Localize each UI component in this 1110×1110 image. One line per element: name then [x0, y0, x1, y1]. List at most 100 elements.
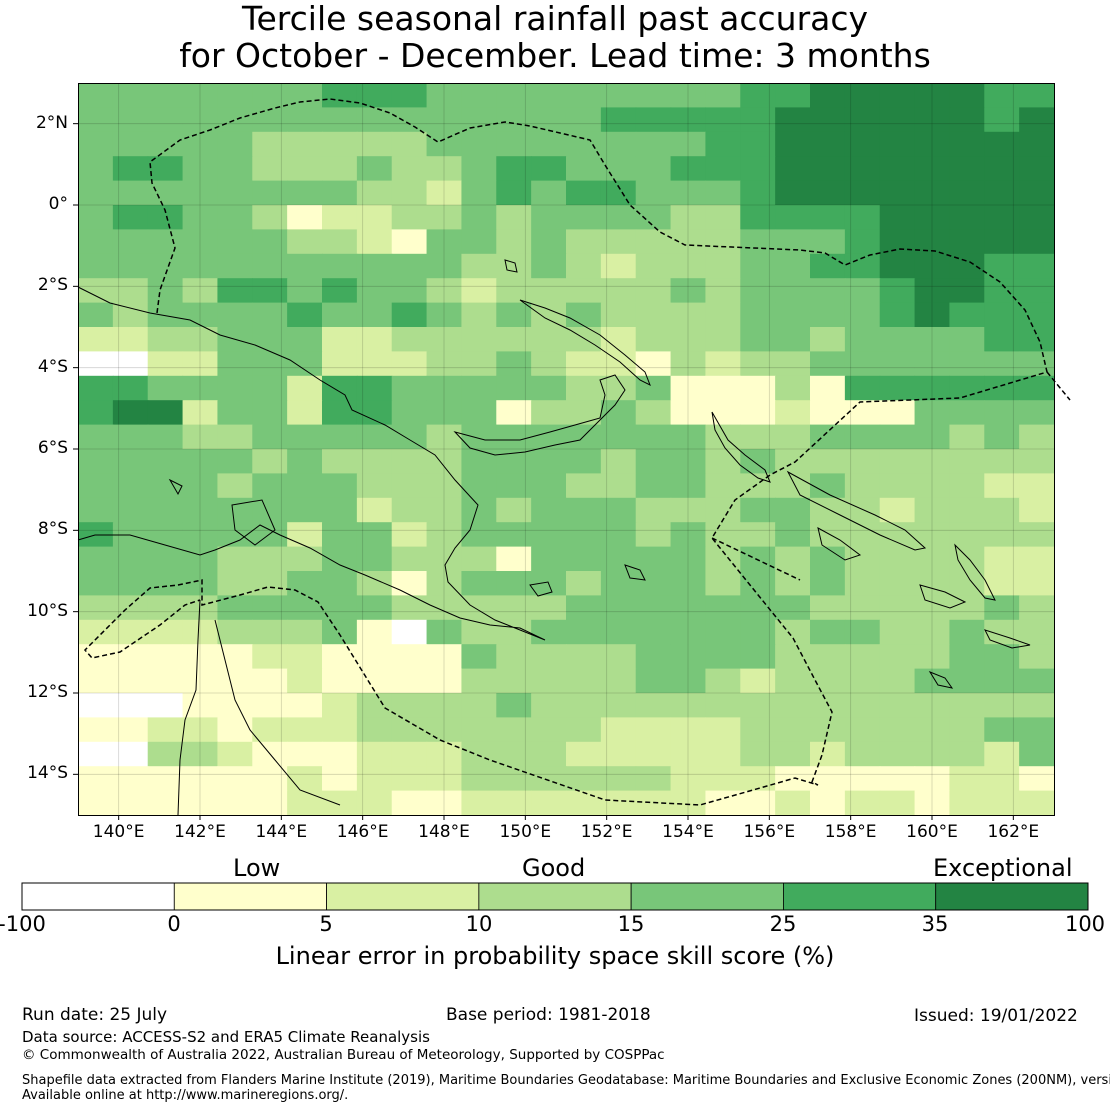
skill-cell: [391, 253, 428, 279]
skill-cell: [112, 790, 149, 816]
skill-cell: [322, 180, 358, 206]
skill-cell: [600, 400, 637, 426]
skill-cell: [531, 449, 567, 474]
skill-cell: [635, 205, 672, 230]
lon-label: 154°E: [662, 822, 714, 842]
issued-date: Issued: 19/01/2022: [914, 1006, 1078, 1026]
skill-cell: [182, 693, 219, 718]
skill-cell: [252, 449, 288, 474]
shapefile-credit-line1: Shapefile data extracted from Flanders M…: [22, 1073, 1110, 1088]
skill-cell: [844, 644, 881, 670]
skill-cell: [287, 741, 323, 767]
skill-cell: [705, 131, 741, 157]
skill-cell: [635, 424, 672, 450]
skill-cell: [600, 229, 637, 255]
skill-cell: [949, 302, 985, 328]
skill-cell: [775, 473, 811, 499]
skill-cell: [496, 351, 532, 377]
skill-cell: [740, 619, 776, 645]
skill-cell: [879, 717, 916, 743]
skill-cell: [844, 449, 881, 474]
skill-cell: [844, 668, 881, 694]
solomon-isl-coastline-3: [919, 584, 967, 609]
skill-cell: [252, 375, 288, 401]
skill-cell: [566, 302, 602, 328]
skill-cell: [740, 302, 776, 328]
skill-cell: [879, 351, 916, 377]
skill-cell: [287, 302, 323, 328]
skill-cell: [356, 229, 393, 255]
skill-cell: [531, 205, 567, 230]
skill-cell: [600, 668, 637, 694]
skill-cell: [949, 83, 985, 108]
skill-cell: [566, 595, 602, 621]
lat-label: 2°N: [35, 112, 68, 133]
skill-cell: [426, 278, 463, 304]
skill-cell: [1019, 351, 1055, 377]
skill-cell: [287, 595, 323, 621]
skill-cell: [531, 253, 567, 279]
skill-cell: [566, 497, 602, 523]
skill-cell: [112, 668, 149, 694]
colorbar-segment: [326, 882, 480, 911]
skill-cell: [670, 229, 707, 255]
skill-cell: [670, 400, 707, 426]
skill-cell: [461, 302, 497, 328]
skill-cell: [810, 400, 846, 426]
skill-cell: [356, 253, 393, 279]
skill-cell: [670, 619, 707, 645]
skill-cell: [984, 571, 1020, 596]
skill-cell: [461, 473, 497, 499]
skill-cell: [1019, 473, 1055, 499]
skill-cell: [1019, 424, 1055, 450]
skill-cell: [775, 83, 811, 108]
skill-cell: [531, 229, 567, 255]
skill-cell: [496, 546, 532, 572]
skill-cell: [531, 546, 567, 572]
skill-cell: [391, 302, 428, 328]
skill-cell: [984, 668, 1020, 694]
skill-cell: [740, 180, 776, 206]
skill-cell: [112, 644, 149, 670]
skill-cell: [670, 424, 707, 450]
skill-cell: [252, 693, 288, 718]
skill-cell: [322, 253, 358, 279]
skill-cell: [391, 619, 428, 645]
skill-cell: [914, 766, 951, 792]
skill-cell: [600, 253, 637, 279]
skill-cell: [391, 473, 428, 499]
skill-cell: [705, 83, 741, 108]
skill-cell: [1019, 253, 1055, 279]
skill-cell: [182, 156, 219, 182]
skill-cell: [635, 229, 672, 255]
skill-cell: [775, 571, 811, 596]
skill-cell: [147, 375, 184, 401]
skill-cell: [984, 424, 1020, 450]
skill-cell: [217, 156, 253, 182]
skill-cell: [635, 131, 672, 157]
skill-cell: [670, 741, 707, 767]
skill-cell: [566, 668, 602, 694]
skill-cell: [287, 644, 323, 670]
skill-cell: [217, 302, 253, 328]
skill-cell: [949, 766, 985, 792]
skill-cell: [147, 83, 184, 108]
skill-cell: [147, 278, 184, 304]
skill-cell: [182, 717, 219, 743]
map-frame: [78, 83, 1055, 816]
skill-cell: [670, 473, 707, 499]
skill-cell: [810, 83, 846, 108]
skill-cell: [914, 424, 951, 450]
skill-cell: [566, 693, 602, 718]
skill-cell: [670, 302, 707, 328]
skill-cell: [112, 571, 149, 596]
skill-cell: [775, 131, 811, 157]
skill-cell: [78, 83, 114, 108]
skill-cell: [287, 571, 323, 596]
skill-cell: [914, 302, 951, 328]
skill-cell: [78, 180, 114, 206]
skill-cell: [984, 595, 1020, 621]
skill-cell: [775, 741, 811, 767]
skill-cell: [217, 473, 253, 499]
skill-cell: [461, 571, 497, 596]
